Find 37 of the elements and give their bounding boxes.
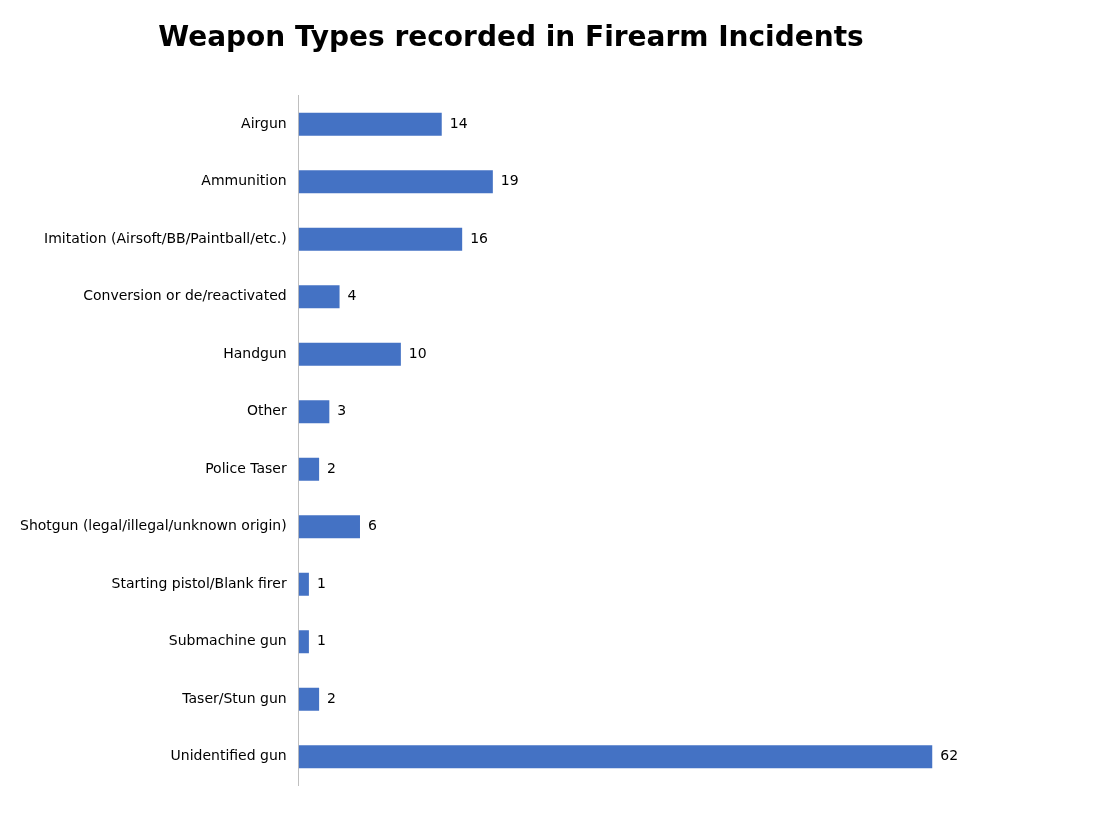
y-tick-label: Ammunition <box>201 172 287 189</box>
y-tick-label: Imitation (Airsoft/BB/Paintball/etc.) <box>44 229 287 246</box>
bar <box>298 342 401 366</box>
bar <box>298 745 933 769</box>
data-label: 2 <box>327 689 337 706</box>
y-tick-label: Shotgun (legal/illegal/unknown origin) <box>19 517 287 534</box>
data-label: 2 <box>327 459 337 476</box>
bar <box>298 227 463 251</box>
bar <box>298 285 340 309</box>
y-tick-label: Airgun <box>241 114 287 131</box>
bar <box>298 630 309 654</box>
y-tick-label: Submachine gun <box>168 632 287 649</box>
data-label: 6 <box>367 517 377 534</box>
bar <box>298 112 442 136</box>
data-label: 10 <box>408 344 427 361</box>
data-label: 3 <box>337 402 347 419</box>
y-tick-label: Taser/Stun gun <box>181 689 287 706</box>
data-label: 1 <box>316 574 326 591</box>
y-tick-label: Conversion or de/reactivated <box>83 287 287 304</box>
data-label: 16 <box>470 229 489 246</box>
y-tick-label: Unidentified gun <box>170 747 287 764</box>
data-label: 1 <box>316 632 326 649</box>
bar <box>298 170 493 194</box>
data-label: 4 <box>347 287 357 304</box>
chart-title: Weapon Types recorded in Firearm Incidents <box>158 20 864 54</box>
y-tick-label: Handgun <box>223 344 287 361</box>
y-tick-label: Other <box>246 402 287 419</box>
bar <box>298 572 309 596</box>
bar <box>298 515 360 539</box>
data-label: 62 <box>940 747 959 764</box>
bar <box>298 400 330 424</box>
bar <box>298 457 320 481</box>
y-tick-label: Starting pistol/Blank firer <box>111 574 287 591</box>
bar <box>298 687 320 711</box>
y-tick-label: Police Taser <box>205 459 287 476</box>
data-label: 19 <box>500 172 519 189</box>
data-label: 14 <box>449 114 468 131</box>
